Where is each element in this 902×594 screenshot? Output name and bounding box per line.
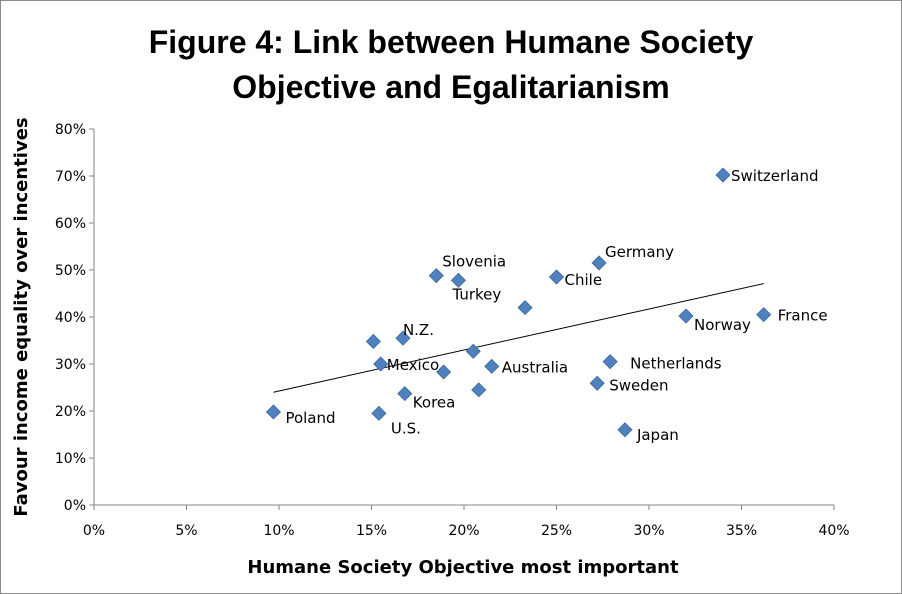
data-point[interactable] bbox=[395, 330, 411, 346]
data-label: U.S. bbox=[391, 419, 421, 437]
data-point[interactable] bbox=[678, 308, 694, 324]
data-point[interactable] bbox=[715, 167, 731, 183]
y-tick-label: 60% bbox=[55, 216, 86, 232]
x-tick-label: 40% bbox=[818, 523, 849, 539]
data-label: Korea bbox=[413, 394, 456, 412]
data-point[interactable] bbox=[365, 333, 381, 350]
y-tick-label: 40% bbox=[55, 310, 86, 326]
x-tick-label: 30% bbox=[633, 523, 664, 539]
data-label: N.Z. bbox=[403, 321, 434, 339]
data-point[interactable] bbox=[397, 386, 413, 402]
data-label: Germany bbox=[605, 243, 674, 261]
chart-title-line-2: Objective and Egalitarianism bbox=[232, 69, 670, 105]
x-tick-label: 0% bbox=[83, 523, 105, 539]
data-point[interactable] bbox=[373, 356, 389, 372]
data-point[interactable] bbox=[484, 358, 500, 374]
data-point[interactable] bbox=[548, 269, 565, 285]
chart-title-line-1: Figure 4: Link between Humane Society bbox=[148, 24, 754, 60]
y-tick-label: 20% bbox=[55, 404, 86, 420]
data-point[interactable] bbox=[589, 375, 605, 391]
data-point[interactable] bbox=[265, 404, 282, 420]
x-axis-title: Humane Society Objective most important bbox=[247, 557, 679, 578]
data-point[interactable] bbox=[591, 255, 607, 271]
data-point[interactable] bbox=[517, 300, 533, 316]
data-point[interactable] bbox=[617, 422, 633, 438]
data-point[interactable] bbox=[602, 354, 618, 370]
data-point[interactable] bbox=[756, 307, 772, 323]
trendline bbox=[273, 283, 764, 393]
data-point[interactable] bbox=[371, 405, 387, 421]
data-label: Norway bbox=[694, 316, 751, 334]
x-tick-label: 35% bbox=[726, 523, 757, 539]
x-tick-label: 5% bbox=[175, 523, 197, 539]
data-label: France bbox=[778, 307, 828, 325]
y-tick-label: 50% bbox=[55, 263, 86, 279]
y-axis-title: Favour income equality over incentives bbox=[11, 117, 32, 516]
x-tick-label: 25% bbox=[541, 523, 572, 539]
data-label: Switzerland bbox=[731, 167, 819, 185]
data-label: Mexico bbox=[387, 356, 439, 374]
y-tick-label: 70% bbox=[55, 169, 86, 185]
y-tick-label: 80% bbox=[55, 122, 86, 138]
data-label: Sweden bbox=[609, 376, 668, 394]
data-label: Poland bbox=[285, 409, 335, 427]
data-point[interactable] bbox=[471, 382, 487, 398]
data-point[interactable] bbox=[436, 364, 452, 380]
y-tick-label: 0% bbox=[64, 498, 86, 514]
data-point[interactable] bbox=[428, 268, 444, 284]
x-tick-label: 10% bbox=[263, 523, 294, 539]
data-point[interactable] bbox=[450, 272, 467, 288]
data-label: Australia bbox=[502, 358, 568, 376]
x-tick-label: 15% bbox=[356, 523, 387, 539]
y-tick-label: 10% bbox=[55, 451, 86, 467]
data-label: Netherlands bbox=[630, 355, 722, 373]
data-label: Turkey bbox=[451, 285, 501, 303]
data-label: Japan bbox=[636, 426, 679, 444]
y-tick-label: 30% bbox=[55, 357, 86, 373]
data-label: Slovenia bbox=[442, 253, 506, 271]
data-point[interactable] bbox=[465, 343, 481, 359]
data-label: Chile bbox=[565, 271, 603, 289]
x-tick-label: 20% bbox=[448, 523, 479, 539]
